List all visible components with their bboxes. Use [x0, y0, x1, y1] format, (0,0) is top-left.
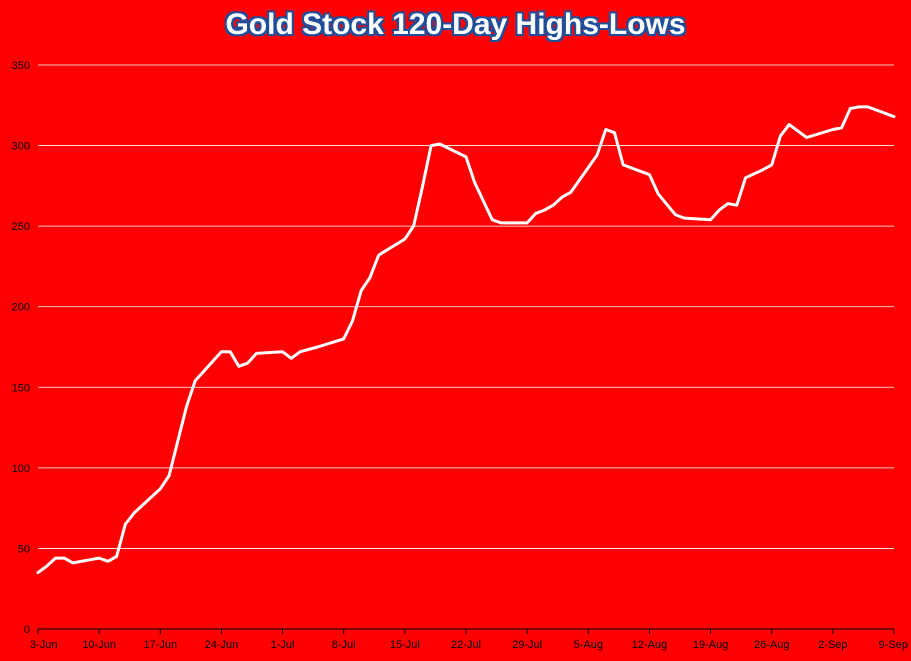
- x-tick-label: 2-Sep: [818, 639, 847, 651]
- y-tick-label: 350: [12, 60, 30, 72]
- x-tick-label: 10-Jun: [82, 639, 116, 651]
- x-tick-label: 26-Aug: [754, 639, 789, 651]
- x-tick-label: 12-Aug: [632, 639, 667, 651]
- y-axis-ticks: 0 50 100 150 200 250 300 350: [12, 60, 30, 636]
- x-tick-label: 17-Jun: [143, 639, 177, 651]
- x-tick-label: 22-Jul: [451, 639, 481, 651]
- series-line: [36, 105, 896, 575]
- y-tick-label: 250: [12, 221, 30, 233]
- x-tick-label: 29-Jul: [512, 639, 542, 651]
- x-tick-label: 19-Aug: [693, 639, 728, 651]
- x-tick-label: 8-Jul: [332, 639, 356, 651]
- x-tick-label: 5-Aug: [574, 639, 603, 651]
- y-tick-label: 0: [24, 624, 30, 636]
- x-tick-label: 1-Jul: [271, 639, 295, 651]
- gridlines: [38, 64, 894, 630]
- x-axis-ticks: 3-Jun 10-Jun 17-Jun 24-Jun 1-Jul 8-Jul 15-Jul 2…: [30, 629, 908, 651]
- y-tick-label: 150: [12, 382, 30, 394]
- x-tick-label: 3-Jun: [30, 639, 58, 651]
- chart-title: Gold Stock 120-Day Highs-Lows: [225, 8, 686, 41]
- y-tick-label: 100: [12, 463, 30, 475]
- y-tick-label: 200: [12, 302, 30, 314]
- x-tick-label: 9-Sep: [879, 639, 908, 651]
- y-tick-label: 50: [18, 543, 30, 555]
- x-tick-label: 24-Jun: [205, 639, 239, 651]
- x-tick-label: 15-Jul: [390, 639, 420, 651]
- y-tick-label: 300: [12, 141, 30, 153]
